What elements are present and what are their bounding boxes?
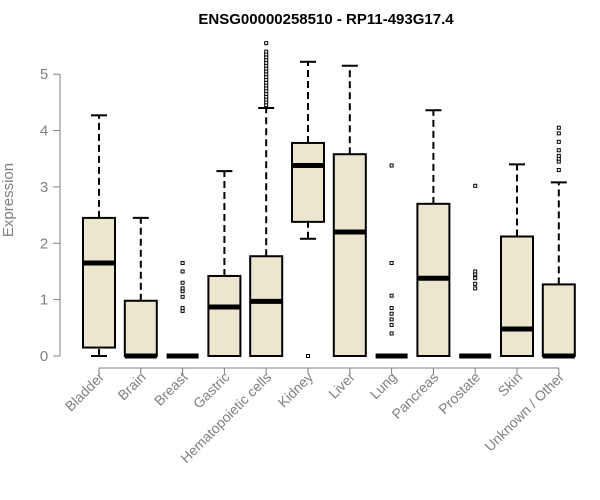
box-body: [123, 299, 158, 358]
outlier-point: [389, 163, 394, 168]
x-tick-label: Liver: [325, 369, 358, 402]
outlier-point: [180, 294, 185, 299]
box-kidney: [291, 60, 325, 358]
box-pancreas: [416, 109, 451, 357]
outlier-point: [473, 281, 478, 286]
y-axis: 0 1 2 3 4 5: [40, 66, 61, 365]
outlier-point: [180, 286, 185, 291]
outlier-point: [180, 280, 185, 285]
y-tick-label: 5: [40, 66, 48, 83]
box-body: [82, 216, 116, 349]
x-tick-label: Lung: [366, 369, 399, 402]
box-bladder: [82, 114, 116, 357]
boxes-group: [82, 41, 576, 359]
outlier-point: [389, 306, 394, 311]
outlier-point: [556, 148, 561, 153]
box-hematopoietic-cells: [249, 41, 284, 357]
box-prostate: [459, 183, 492, 359]
outlier-point: [306, 354, 310, 358]
outlier-point: [556, 153, 561, 158]
outlier-point: [473, 286, 478, 291]
box-gastric: [207, 170, 242, 357]
outlier-point: [264, 49, 269, 54]
y-tick-label: 1: [40, 292, 48, 309]
x-tick-label: Prostate: [435, 369, 483, 417]
outlier-point: [556, 168, 561, 172]
box-brain: [123, 216, 158, 359]
y-tick-label: 3: [40, 179, 48, 196]
outlier-point: [389, 311, 394, 316]
outlier-point: [473, 269, 478, 274]
outlier-point: [556, 125, 561, 130]
chart-title: ENSG00000258510 - RP11-493G17.4: [198, 11, 454, 28]
outlier-point: [389, 293, 394, 298]
y-tick-label: 4: [40, 123, 48, 140]
box-unknown-other: [541, 125, 576, 359]
box-body: [249, 255, 284, 357]
outlier-point: [556, 131, 561, 136]
outlier-point: [389, 317, 394, 322]
y-tick-label: 0: [40, 348, 48, 365]
x-tick-label: Bladder: [62, 369, 108, 415]
box-skin: [500, 163, 534, 357]
outlier-point: [556, 139, 561, 144]
x-tick-label: Unknown / Other: [481, 369, 567, 455]
box-liver: [332, 64, 367, 357]
x-tick-label: Kidney: [275, 369, 317, 411]
outlier-point: [180, 269, 185, 274]
x-tick-label: Breast: [151, 369, 191, 409]
outlier-point: [180, 306, 185, 311]
outlier-point: [389, 261, 394, 265]
outlier-point: [389, 331, 394, 336]
x-tick-label: Skin: [495, 369, 526, 400]
box-body: [500, 235, 534, 357]
outlier-point: [264, 41, 269, 46]
box-breast: [166, 261, 199, 359]
outlier-point: [180, 261, 185, 265]
box-lung: [375, 163, 408, 359]
y-tick-label: 2: [40, 235, 48, 252]
box-body: [332, 153, 367, 357]
box-body: [207, 274, 242, 357]
outlier-point: [389, 323, 394, 327]
outlier-point: [473, 183, 478, 188]
box-body: [291, 141, 325, 223]
y-axis-label: Expression: [0, 163, 17, 237]
outlier-point: [473, 276, 478, 281]
x-tick-label: Brain: [114, 369, 148, 403]
box-body: [541, 283, 576, 357]
